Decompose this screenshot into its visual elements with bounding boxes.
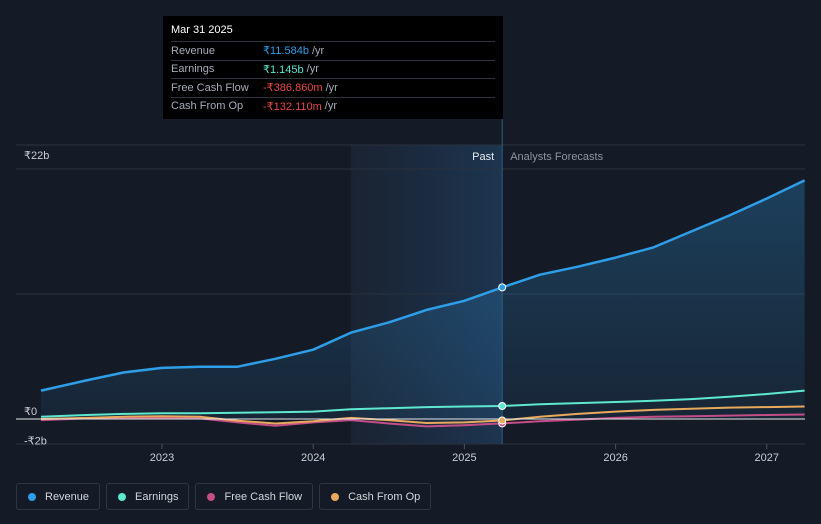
tooltip-label: Free Cash Flow: [171, 81, 249, 94]
legend-label: Earnings: [135, 490, 179, 503]
tooltip-unit: /yr: [324, 100, 338, 113]
series-line-earnings: [40, 389, 805, 418]
tooltip-label: Earnings: [171, 63, 215, 76]
legend-item-cash-from-op[interactable]: Cash From Op: [319, 483, 432, 510]
legend-item-earnings[interactable]: Earnings: [106, 483, 190, 510]
legend-dot-icon: [118, 492, 127, 501]
x-tick-label: 2026: [603, 452, 627, 464]
legend: Revenue Earnings Free Cash Flow Cash Fro…: [16, 483, 432, 510]
past-label: Past: [472, 151, 494, 163]
legend-dot-icon: [331, 492, 340, 501]
tooltip-unit: /yr: [306, 63, 319, 76]
y-tick-label: ₹0: [24, 406, 37, 418]
tooltip-row-revenue: Revenue ₹11.584b /yr: [171, 41, 495, 60]
x-tick-label: 2023: [150, 452, 174, 464]
highlight-point-cash-from-op: [498, 416, 507, 425]
tooltip-value: -₹386.860m: [263, 82, 323, 95]
tooltip-row-earnings: Earnings ₹1.145b /yr: [171, 59, 495, 79]
series-line-revenue: [40, 179, 806, 392]
highlight-point-earnings: [498, 401, 507, 410]
tooltip-label: Cash From Op: [171, 100, 244, 113]
y-tick-label: ₹22b: [24, 150, 49, 162]
series-line-free-cash-flow: [40, 413, 805, 428]
series-line-cash-from-op: [40, 405, 805, 425]
series-area-revenue: [41, 180, 805, 419]
tooltip-value: ₹11.584b: [263, 45, 309, 58]
legend-label: Cash From Op: [348, 490, 421, 503]
legend-label: Revenue: [45, 490, 90, 503]
tooltip-unit: /yr: [311, 44, 325, 57]
x-tick-label: 2025: [452, 452, 476, 464]
tooltip-row-free-cash-flow: Free Cash Flow -₹386.860m /yr: [171, 78, 495, 97]
tooltip-row-cash-from-op: Cash From Op -₹132.110m /yr: [171, 96, 495, 116]
legend-label: Free Cash Flow: [224, 490, 303, 503]
legend-item-free-cash-flow[interactable]: Free Cash Flow: [195, 483, 314, 510]
tooltip: Mar 31 2025 Revenue ₹11.584b /yr Earning…: [163, 16, 503, 119]
tooltip-date: Mar 31 2025: [171, 24, 233, 36]
legend-item-revenue[interactable]: Revenue: [16, 483, 101, 510]
y-tick-label: -₹2b: [24, 436, 47, 448]
highlight-point-revenue: [498, 283, 507, 292]
legend-dot-icon: [207, 492, 216, 501]
tooltip-unit: /yr: [325, 81, 338, 94]
x-tick-label: 2024: [301, 452, 325, 464]
forecast-label: Analysts Forecasts: [510, 151, 603, 163]
tooltip-label: Revenue: [171, 44, 216, 57]
tooltip-value: -₹132.110m: [263, 100, 322, 113]
legend-dot-icon: [28, 492, 36, 501]
x-tick-label: 2027: [755, 452, 779, 464]
tooltip-value: ₹1.145b: [263, 63, 304, 76]
